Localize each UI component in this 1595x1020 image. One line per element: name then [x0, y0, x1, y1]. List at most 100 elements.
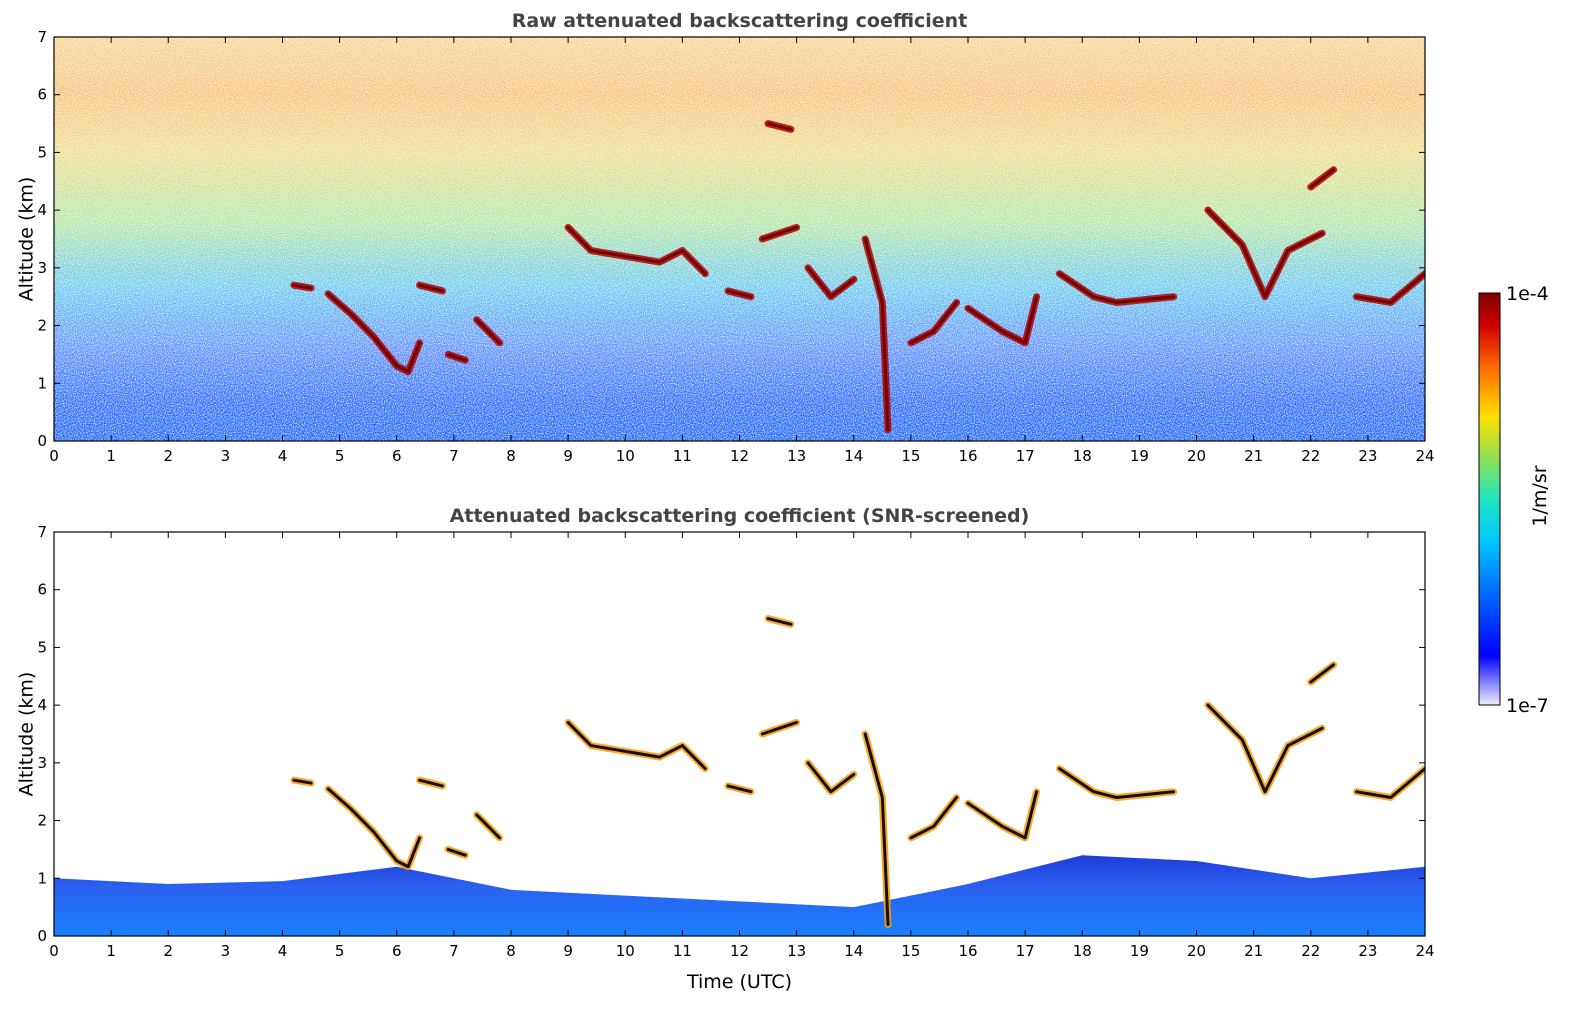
x-tick-label: 17	[1016, 447, 1035, 465]
screened-backscatter-panel: 0 1 2 3 4 5 6 7 8 9 10 11 12 13 14 15 16 17 18 19 20 21 22 23 24…	[16, 505, 1435, 993]
y-tick-label: 5	[37, 143, 47, 161]
screened-y-axis-label: Altitude (km)	[16, 672, 38, 797]
y-tick-label: 0	[37, 927, 47, 945]
x-tick-label: 21	[1244, 447, 1263, 465]
x-tick-label: 4	[278, 447, 288, 465]
x-tick-label: 6	[392, 942, 402, 960]
x-tick-label: 14	[844, 447, 863, 465]
x-tick-label: 23	[1358, 942, 1377, 960]
cloud-layer	[806, 761, 856, 794]
screened-cloud-layers	[290, 615, 1425, 928]
raw-heatmap-noise	[54, 37, 1425, 441]
x-tick-label: 22	[1301, 942, 1320, 960]
y-tick-label: 3	[37, 259, 47, 277]
x-tick-label: 8	[506, 942, 516, 960]
raw-backscatter-panel: 0 1 2 3 4 5 6 7 8 9 10 11 12 13 14 15 16 17 18 19 20 21 22 23 24…	[16, 10, 1435, 465]
colorbar-min-label: 1e-7	[1506, 695, 1549, 717]
x-tick-label: 6	[392, 447, 402, 465]
cloud-layer	[1354, 272, 1425, 304]
cloud-layer	[766, 617, 793, 626]
x-tick-label: 0	[49, 447, 59, 465]
y-tick-label: 3	[37, 754, 47, 772]
cloud-layer	[446, 352, 467, 362]
x-tick-label: 18	[1073, 942, 1092, 960]
y-tick-label: 7	[37, 523, 47, 541]
cloud-layer	[1057, 272, 1176, 304]
cloud-layer	[292, 778, 313, 785]
x-tick-label: 24	[1415, 447, 1434, 465]
x-tick-label: 3	[221, 942, 231, 960]
x-tick-label: 12	[730, 942, 749, 960]
cloud-layer	[566, 225, 707, 276]
x-tick-label: 20	[1187, 447, 1206, 465]
cloud-layer	[726, 289, 753, 299]
x-tick-label: 0	[49, 942, 59, 960]
cloud-layer	[326, 787, 422, 869]
cloud-layer	[475, 813, 502, 840]
x-tick-label: 17	[1016, 942, 1035, 960]
x-tick-label: 13	[787, 447, 806, 465]
y-tick-label: 5	[37, 638, 47, 656]
cloud-layer	[760, 720, 799, 736]
cloud-layer	[475, 318, 502, 345]
cloud-layer	[966, 295, 1039, 345]
x-tick-label: 8	[506, 447, 516, 465]
cloud-layer	[726, 784, 753, 794]
colorbar-max-label: 1e-4	[1506, 283, 1549, 305]
x-tick-label: 3	[221, 447, 231, 465]
colorbar-gradient	[1478, 292, 1501, 706]
x-tick-label: 14	[844, 942, 863, 960]
raw-x-axis-ticks: 0 1 2 3 4 5 6 7 8 9 10 11 12 13 14 15 16 17 18 19 20 21 22 23 24	[49, 37, 1435, 465]
x-tick-label: 11	[673, 942, 692, 960]
screened-x-axis-label: Time (UTC)	[686, 971, 792, 993]
y-tick-label: 6	[37, 581, 47, 599]
cloud-layer	[1354, 767, 1425, 799]
cloud-layer	[326, 292, 422, 374]
x-tick-label: 7	[449, 447, 459, 465]
cloud-layer	[966, 790, 1039, 840]
cloud-layer	[766, 122, 793, 131]
cloud-layer	[446, 847, 467, 857]
screened-x-axis-ticks: 0 1 2 3 4 5 6 7 8 9 10 11 12 13 14 15 16 17 18 19 20 21 22 23 24	[49, 532, 1435, 960]
x-tick-label: 4	[278, 942, 288, 960]
screened-boundary-layer	[54, 855, 1425, 936]
cloud-layer	[1206, 703, 1324, 794]
x-tick-label: 1	[106, 447, 116, 465]
cloud-layer	[292, 283, 313, 290]
cloud-layer	[1309, 663, 1336, 684]
x-tick-label: 13	[787, 942, 806, 960]
cloud-layer	[863, 237, 890, 431]
cloud-layer	[1206, 208, 1324, 299]
x-tick-label: 11	[673, 447, 692, 465]
x-tick-label: 15	[901, 942, 920, 960]
raw-y-axis-ticks: 0 1 2 3 4 5 6 7	[37, 28, 1425, 450]
x-tick-label: 23	[1358, 447, 1377, 465]
x-tick-label: 19	[1130, 447, 1149, 465]
cloud-layer	[863, 732, 890, 926]
y-tick-label: 4	[37, 696, 47, 714]
cloud-layer	[1057, 767, 1176, 799]
cloud-layer	[909, 795, 959, 840]
screened-y-axis-ticks: 0 1 2 3 4 5 6 7	[37, 523, 1425, 945]
y-tick-label: 2	[37, 812, 47, 830]
y-tick-label: 0	[37, 432, 47, 450]
x-tick-label: 20	[1187, 942, 1206, 960]
x-tick-label: 24	[1415, 942, 1434, 960]
x-tick-label: 5	[335, 447, 345, 465]
x-tick-label: 16	[958, 942, 977, 960]
cloud-layer	[1309, 168, 1336, 189]
raw-chart-title: Raw attenuated backscattering coefficien…	[512, 10, 968, 32]
cloud-layer	[418, 778, 444, 788]
x-tick-label: 1	[106, 942, 116, 960]
x-tick-label: 5	[335, 942, 345, 960]
colorbar-label: 1/m/sr	[1529, 465, 1551, 526]
y-tick-label: 7	[37, 28, 47, 46]
screened-heatmap	[54, 532, 1425, 936]
x-tick-label: 15	[901, 447, 920, 465]
x-tick-label: 7	[449, 942, 459, 960]
y-tick-label: 1	[37, 374, 47, 392]
cloud-layer	[760, 225, 799, 241]
x-tick-label: 16	[958, 447, 977, 465]
x-tick-label: 19	[1130, 942, 1149, 960]
